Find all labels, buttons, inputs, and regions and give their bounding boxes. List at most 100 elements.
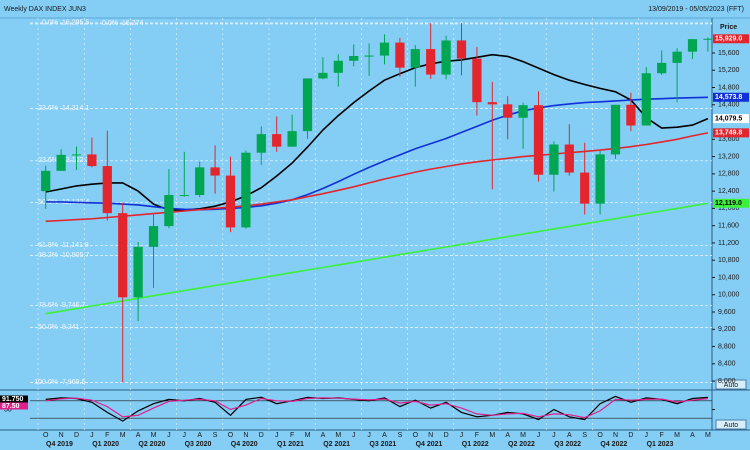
y-tick-label: 14,400: [718, 102, 740, 109]
candle-body: [533, 105, 544, 175]
month-label: D: [628, 432, 633, 439]
candle-body: [410, 49, 420, 68]
month-label: N: [613, 432, 618, 439]
month-label: A: [505, 432, 510, 439]
stoch-tag: [0, 402, 28, 410]
candle-body: [487, 102, 497, 105]
month-label: A: [197, 432, 202, 439]
price-tag: [713, 114, 749, 124]
month-label: S: [582, 432, 587, 439]
month-label: O: [228, 432, 234, 439]
month-label: F: [105, 432, 109, 439]
y-tick-label: 9,600: [718, 309, 736, 316]
candle-body: [580, 172, 590, 204]
month-label: A: [567, 432, 572, 439]
month-label: J: [90, 432, 94, 439]
fib-pct: 78.6%: [38, 302, 58, 309]
month-label: A: [382, 432, 387, 439]
y-tick-label: 8,800: [718, 343, 736, 350]
month-label: M: [489, 432, 495, 439]
quarter-label: Q1 2022: [462, 441, 489, 448]
y-tick-label: 12,000: [718, 205, 740, 212]
price-tag: [713, 92, 749, 102]
month-label: D: [74, 432, 79, 439]
fib-value: 7,969.5: [62, 379, 85, 386]
candle-body: [610, 104, 621, 155]
candle-body: [241, 152, 251, 228]
candle-body: [426, 49, 436, 75]
fib-value: 11,141.8: [62, 242, 89, 249]
month-label: M: [520, 432, 526, 439]
candle-body: [518, 105, 528, 118]
month-label: S: [213, 432, 218, 439]
month-label: A: [321, 432, 326, 439]
price-tag-label: 13,749.8: [715, 130, 742, 137]
y-tick-label: 10,800: [718, 257, 740, 264]
quarter-label: Q2 2022: [508, 441, 535, 448]
price-tag-label: 12,119.0: [715, 200, 742, 207]
auto-button-label[interactable]: Auto: [724, 382, 739, 389]
candle-body: [41, 170, 51, 192]
price-axis-title: Price: [720, 24, 737, 31]
fib-pct: 0.0%: [42, 19, 58, 26]
month-label: J: [352, 432, 356, 439]
candle-body: [133, 246, 143, 298]
y-tick-label: 10,000: [718, 292, 740, 299]
price-tag-label: 14,573.8: [715, 94, 742, 101]
candle-body: [626, 104, 636, 126]
month-label: N: [428, 432, 433, 439]
candle-body: [102, 166, 112, 214]
stoch-line: [45, 397, 708, 419]
fib-pct: 50.0%: [38, 324, 58, 331]
auto-button[interactable]: [715, 379, 747, 390]
fib-value: 16,274: [122, 20, 144, 27]
month-label: A: [136, 432, 141, 439]
price-tag-label: 15,929.0: [715, 36, 742, 43]
quarter-label: Q3 2022: [554, 441, 581, 448]
candle-body: [441, 40, 451, 75]
quarter-label: Q2 2020: [138, 441, 165, 448]
fib-value: 9,241: [62, 324, 80, 331]
stoch-tag: [0, 395, 28, 403]
month-label: O: [413, 432, 419, 439]
quarter-label: Q4 2020: [231, 441, 258, 448]
month-label: O: [43, 432, 49, 439]
y-tick-label: 9,200: [718, 326, 736, 333]
moving-average: [45, 202, 709, 315]
y-tick-label: 11,200: [718, 240, 739, 247]
quarter-label: Q1 2021: [277, 441, 304, 448]
month-label: M: [151, 432, 157, 439]
candle-body: [657, 62, 667, 74]
quarter-label: Q3 2021: [369, 441, 396, 448]
candle-body: [56, 154, 66, 171]
auto-button-label[interactable]: Auto: [724, 422, 739, 429]
quarter-label: Q1 2023: [647, 441, 674, 448]
candle-body: [703, 38, 713, 40]
candle-body: [672, 51, 682, 63]
month-label: J: [367, 432, 371, 439]
month-label: D: [259, 432, 264, 439]
month-label: S: [398, 432, 403, 439]
stoch-tag-label: 87.50: [2, 403, 20, 410]
month-label: N: [59, 432, 64, 439]
candle-body: [349, 55, 359, 61]
candle-body: [148, 226, 159, 247]
y-tick-label: 11,600: [718, 223, 739, 230]
auto-button[interactable]: [715, 419, 747, 430]
fib-value: 13,102.3: [62, 157, 89, 164]
stoch-tag-label: 91.750: [2, 396, 24, 403]
y-tick-label: 8,000: [718, 378, 736, 385]
price-tag: [713, 128, 749, 138]
candle-body: [302, 78, 313, 132]
chart-title: Weekly DAX INDEX JUN3: [4, 6, 86, 13]
y-tick-label: 8,400: [718, 361, 736, 368]
moving-average: [45, 96, 708, 211]
fib-pct: 38.2%: [38, 252, 58, 259]
price-tag: [713, 34, 749, 44]
candle-body: [549, 144, 559, 175]
candle-body: [272, 134, 282, 147]
y-tick-label: 12,800: [718, 171, 740, 178]
month-label: J: [645, 432, 649, 439]
month-label: F: [290, 432, 294, 439]
